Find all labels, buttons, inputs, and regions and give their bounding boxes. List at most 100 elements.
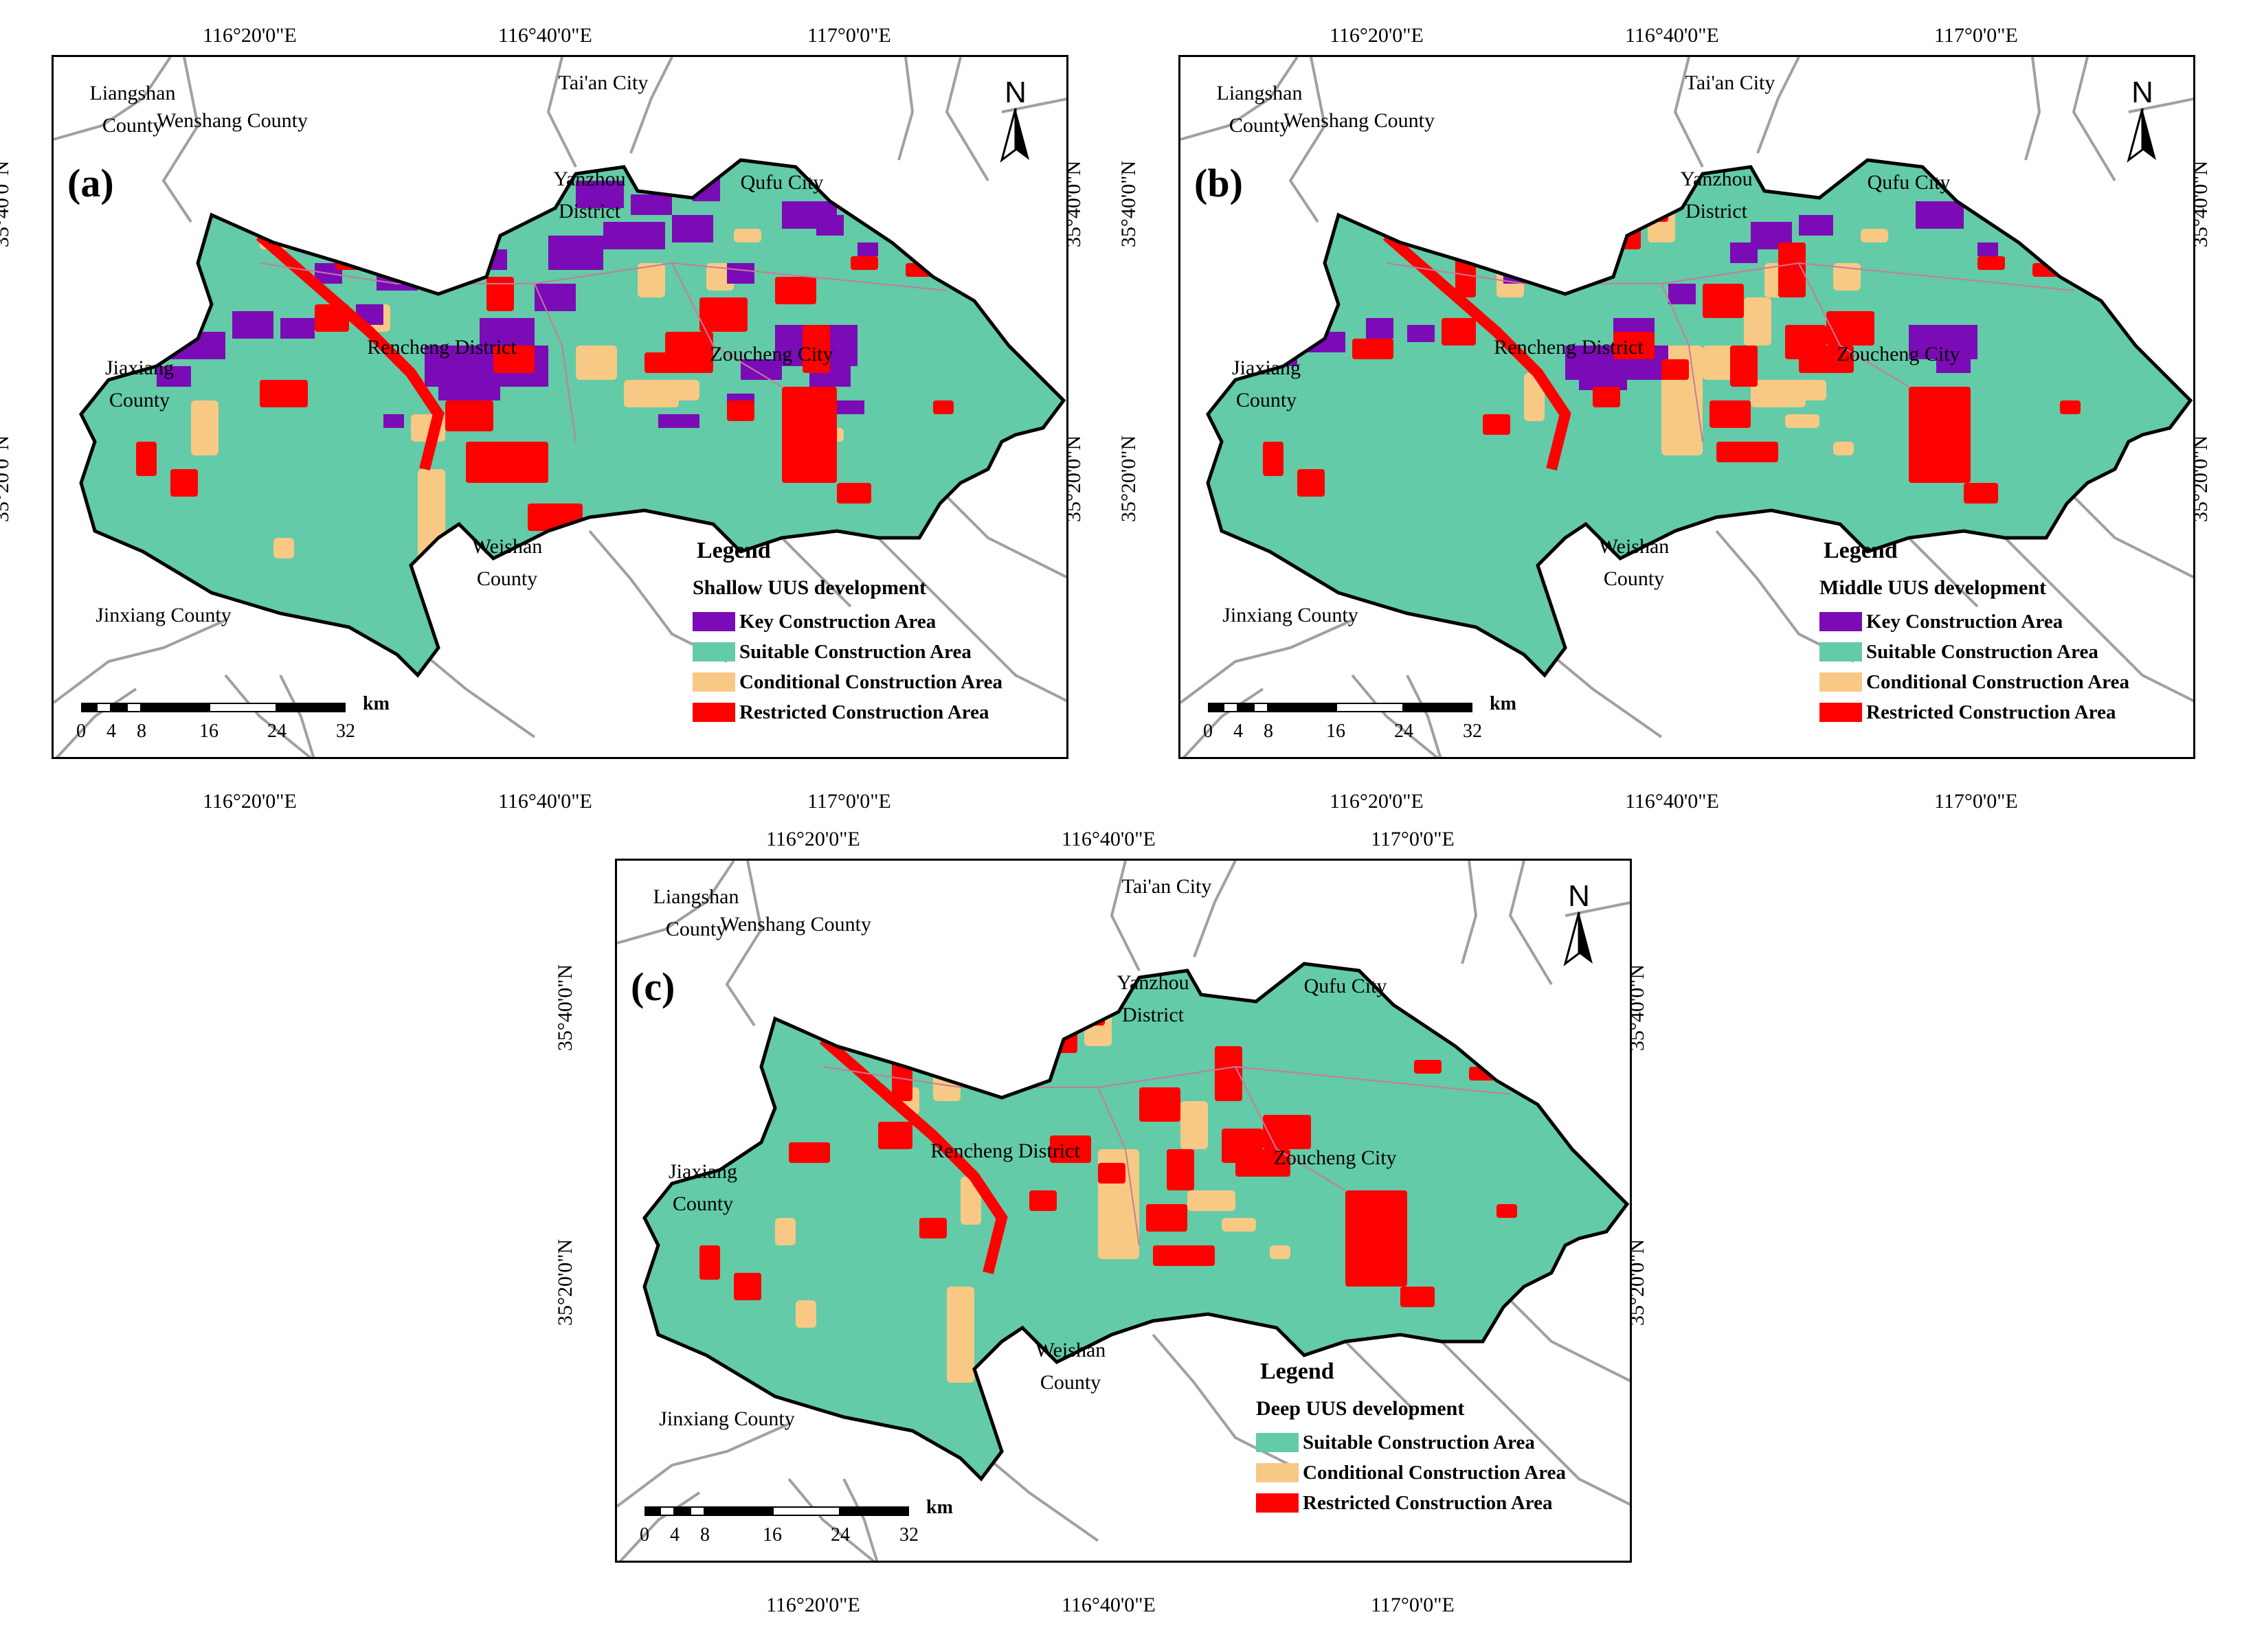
road-line bbox=[161, 57, 200, 223]
key-area-patch bbox=[1916, 201, 1964, 229]
bottom-longitude-label: 117°0'0"E bbox=[1934, 790, 2018, 813]
legend-item-restricted: Restricted Construction Area bbox=[1256, 1488, 1566, 1518]
road-line bbox=[945, 57, 989, 182]
svg-text:N: N bbox=[1005, 78, 1027, 109]
map-legend: Legend Middle UUS development Key Construc… bbox=[1819, 538, 2129, 727]
road-line bbox=[1756, 57, 1800, 154]
road-line bbox=[877, 536, 1066, 703]
road-line bbox=[546, 57, 577, 168]
top-longitude-label: 116°40'0"E bbox=[1062, 828, 1156, 850]
conditional-area-patch bbox=[672, 380, 699, 400]
road-line bbox=[1180, 619, 1353, 704]
restricted-area-patch bbox=[1153, 1245, 1215, 1266]
restricted-area-patch bbox=[486, 277, 514, 311]
road-line bbox=[1182, 688, 1264, 757]
restricted-area-patch bbox=[1345, 1190, 1407, 1287]
place-label-jiaxiang: Jiaxiang County bbox=[1232, 357, 1301, 411]
internal-road bbox=[822, 1065, 1511, 1095]
scale-segment bbox=[840, 1506, 909, 1516]
bottom-longitude-label: 116°40'0"E bbox=[498, 790, 592, 813]
river-channel bbox=[256, 231, 445, 471]
restricted-area-patch bbox=[665, 332, 713, 373]
restricted-area-patch bbox=[1977, 256, 2005, 270]
conditional-area-patch bbox=[1270, 1245, 1290, 1259]
legend-item-key: Key Construction Area bbox=[1819, 607, 2129, 637]
top-longitude-label: 116°20'0"E bbox=[1330, 24, 1424, 47]
restricted-area-patch bbox=[1050, 1135, 1091, 1163]
left-latitude-label: 35°40'0"N bbox=[554, 964, 577, 1052]
conditional-area-patch bbox=[1222, 1218, 1256, 1232]
restricted-area-patch bbox=[1730, 346, 1758, 387]
conditional-area-patch bbox=[1799, 380, 1826, 400]
road-line bbox=[617, 861, 735, 944]
place-label-rencheng: Rencheng District bbox=[930, 1140, 1080, 1162]
map-canvas bbox=[617, 861, 1630, 1561]
restricted-area-patch bbox=[1400, 1287, 1435, 1307]
restricted-area-patch bbox=[1778, 242, 1806, 297]
place-label-zoucheng: Zoucheng City bbox=[1837, 343, 1960, 365]
scale-segment bbox=[1404, 703, 1472, 712]
left-latitude-label: 35°20'0"N bbox=[1117, 435, 1141, 523]
conditional-area-patch bbox=[947, 1287, 974, 1383]
key-area-patch bbox=[548, 236, 603, 270]
key-area-patch bbox=[672, 215, 713, 242]
internal-road bbox=[671, 262, 783, 387]
restricted-area-patch bbox=[919, 1218, 947, 1238]
restricted-area-patch bbox=[644, 352, 672, 373]
place-label-qufu: Qufu City bbox=[740, 171, 824, 194]
restricted-area-patch bbox=[1414, 1060, 1442, 1074]
scale-segment bbox=[96, 703, 111, 712]
restricted-area-patch bbox=[1710, 400, 1751, 428]
key-area-patch bbox=[858, 242, 878, 256]
scale-segment bbox=[81, 703, 96, 712]
road-line bbox=[897, 57, 915, 161]
scale-tick-label: 32 bbox=[336, 721, 355, 742]
key-area-patch bbox=[157, 366, 191, 387]
road-line bbox=[1440, 1340, 1630, 1506]
left-latitude-label: 35°40'0"N bbox=[0, 160, 14, 248]
legend-item-label: Conditional Construction Area bbox=[739, 670, 1002, 693]
svg-text:N: N bbox=[2131, 78, 2153, 109]
scale-tick-label: 0 bbox=[1203, 721, 1213, 742]
map-frame: Liangshan County Wenshang County Tai'an Ci… bbox=[615, 859, 1632, 1563]
restricted-area-patch bbox=[493, 346, 535, 373]
scale-unit: km bbox=[363, 693, 390, 714]
road-line bbox=[987, 1457, 1099, 1542]
conditional-area-patch bbox=[796, 1300, 816, 1328]
study-area-boundary bbox=[642, 962, 1630, 1482]
scale-segment bbox=[1208, 703, 1223, 712]
bottom-longitude-label: 116°20'0"E bbox=[1330, 790, 1424, 813]
key-area-patch bbox=[1936, 352, 1971, 373]
conditional-area-patch bbox=[322, 160, 370, 242]
map-canvas bbox=[1180, 57, 2193, 757]
road-line bbox=[224, 674, 312, 757]
restricted-area-patch bbox=[699, 297, 748, 332]
legend-item-suitable: Suitable Construction Area bbox=[1256, 1427, 1566, 1458]
road-line bbox=[1406, 675, 1442, 757]
bottom-longitude-label: 116°20'0"E bbox=[203, 790, 297, 813]
internal-road bbox=[534, 283, 576, 442]
road-line bbox=[2004, 536, 2193, 703]
road-line bbox=[2072, 57, 2116, 182]
place-label-jinxiang: Jinxiang County bbox=[659, 1407, 795, 1430]
road-line bbox=[618, 1491, 701, 1561]
map-canvas bbox=[54, 57, 1066, 757]
road-line bbox=[423, 653, 536, 738]
scale-segment bbox=[277, 703, 346, 712]
bottom-longitude-label: 116°20'0"E bbox=[766, 1594, 860, 1616]
legend-title: Legend bbox=[1824, 538, 1898, 563]
top-longitude-label: 116°40'0"E bbox=[1625, 24, 1719, 47]
conditional-area-patch bbox=[638, 263, 665, 297]
legend-swatch-conditional bbox=[693, 672, 735, 692]
place-label-zoucheng: Zoucheng City bbox=[1273, 1146, 1397, 1169]
legend-item-suitable: Suitable Construction Area bbox=[693, 637, 1002, 667]
conditional-area-patch bbox=[1029, 964, 1084, 984]
restricted-area-patch bbox=[803, 325, 830, 373]
scale-tick-label: 32 bbox=[1463, 721, 1482, 742]
conditional-area-patch bbox=[1861, 229, 1888, 242]
road-line bbox=[787, 1478, 875, 1561]
restricted-area-patch bbox=[837, 483, 871, 503]
internal-road bbox=[1798, 262, 1909, 387]
left-latitude-label: 35°20'0"N bbox=[554, 1238, 577, 1326]
conditional-area-patch bbox=[1744, 297, 1771, 346]
